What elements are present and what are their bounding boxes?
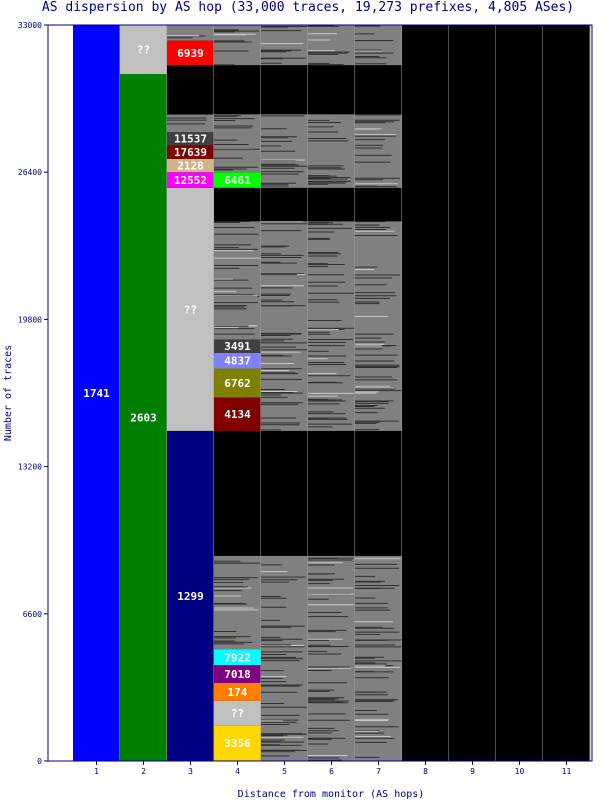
y-tick-label: 13200 (18, 463, 42, 472)
segment-hop5-1 (261, 430, 308, 556)
y-axis-label: Number of traces (3, 345, 14, 441)
segment-hop3-1 (167, 187, 214, 431)
y-tick-label: 26400 (18, 168, 42, 177)
segment-label-hop1-0: 1741 (83, 387, 110, 400)
segment-hop8-1 (402, 430, 449, 556)
segment-label-hop2-0: 2603 (130, 412, 157, 425)
segment-hop4-0 (214, 725, 261, 761)
x-tick-label: 11 (562, 767, 572, 776)
segment-label-hop4-13: 6461 (224, 174, 251, 187)
x-tick-label: 9 (470, 767, 475, 776)
x-tick-label: 8 (423, 767, 428, 776)
x-tick-label: 2 (141, 767, 146, 776)
segment-hop3-7 (167, 65, 214, 115)
segment-label-hop4-3: 7018 (224, 668, 251, 681)
segment-hop4-1 (214, 700, 261, 726)
segment-hop3-0 (167, 430, 214, 761)
segment-hop7-4 (355, 114, 402, 188)
segment-hop3-5 (167, 132, 214, 146)
segment-label-hop3-4: 17639 (174, 146, 207, 159)
segment-label-hop4-2: 174 (228, 686, 248, 699)
y-tick-label: 33000 (18, 21, 42, 30)
segment-hop7-3 (355, 187, 402, 222)
segment-hop7-5 (355, 65, 402, 115)
segment-label-hop3-2: 12552 (174, 174, 207, 187)
y-tick-label: 19800 (18, 315, 42, 324)
segment-hop8-2 (402, 221, 449, 431)
segment-hop6-3 (308, 187, 355, 222)
segment-hop4-15 (214, 65, 261, 115)
axes-frame (47, 24, 593, 762)
segment-hop3-4 (167, 145, 214, 159)
segment-hop8-0 (402, 555, 449, 761)
x-tick-label: 1 (94, 767, 99, 776)
segment-label-hop3-5: 11537 (174, 133, 207, 146)
axes: 0 6600 13200 19800 26400 33000 1 2 3 4 5 6 7 8 9 10 11 (18, 21, 593, 776)
segment-hop6-0 (308, 555, 355, 761)
segment-hop4-13 (214, 172, 261, 188)
segment-hop9-0 (449, 25, 496, 761)
chart-title: AS dispersion by AS hop (33,000 traces, … (42, 0, 574, 15)
segment-hop5-2 (261, 221, 308, 431)
segment-hop4-7 (214, 397, 261, 431)
segment-hop6-4 (308, 114, 355, 188)
y-tick-label: 6600 (23, 610, 42, 619)
segment-hop2-1 (120, 25, 167, 75)
segment-hop5-5 (261, 65, 308, 115)
y-tick-label: 0 (37, 757, 42, 766)
segment-hop4-4 (214, 649, 261, 666)
segment-hop4-3 (214, 665, 261, 683)
x-tick-label: 10 (515, 767, 525, 776)
segment-hop7-2 (355, 221, 402, 431)
segment-hop8-5 (402, 65, 449, 115)
segment-hop8-4 (402, 114, 449, 188)
segment-hop8-3 (402, 187, 449, 222)
x-tick-label: 6 (329, 767, 334, 776)
segment-hop3-3 (167, 158, 214, 173)
segment-hop4-6 (214, 430, 261, 556)
x-tick-label: 5 (282, 767, 287, 776)
segment-hop4-9 (214, 352, 261, 369)
segment-label-hop3-3: 2128 (177, 160, 204, 173)
segment-hop4-2 (214, 682, 261, 701)
segment-hop5-3 (261, 187, 308, 222)
segment-hop10-0 (496, 25, 543, 761)
segment-label-hop3-8: 6939 (177, 47, 204, 60)
segment-hop7-1 (355, 430, 402, 556)
segment-hop4-14 (214, 114, 261, 173)
segment-hop3-6 (167, 114, 214, 133)
segment-hop7-6 (355, 25, 402, 66)
segment-label-hop4-7: 4134 (224, 408, 251, 421)
segment-hop4-5 (214, 555, 261, 650)
segment-hop4-12 (214, 187, 261, 222)
segment-hop8-6 (402, 25, 449, 66)
x-tick-label: 7 (376, 767, 381, 776)
segment-label-hop3-1: ?? (184, 303, 197, 316)
segment-label-hop2-1: ?? (137, 44, 150, 57)
segment-label-hop4-0: 3356 (224, 737, 251, 750)
segment-hop6-1 (308, 430, 355, 556)
segment-hop6-5 (308, 65, 355, 115)
x-tick-label: 4 (235, 767, 240, 776)
segment-hop4-8 (214, 368, 261, 398)
x-axis-label: Distance from monitor (AS hops) (238, 789, 425, 800)
segment-hop3-8 (167, 40, 214, 66)
segment-hop1-0 (73, 25, 120, 761)
segment-label-hop4-10: 3491 (224, 340, 251, 353)
segment-label-hop4-8: 6762 (224, 377, 251, 390)
segment-label-hop4-9: 4837 (224, 355, 251, 368)
segment-label-hop4-1: ?? (231, 707, 244, 720)
segment-hop2-0 (120, 74, 167, 762)
segment-hop3-9 (167, 25, 214, 41)
segment-label-hop3-0: 1299 (177, 590, 204, 603)
segment-hop3-2 (167, 172, 214, 188)
segment-hop6-6 (308, 25, 355, 66)
segment-hop4-10 (214, 339, 261, 353)
segment-label-hop4-4: 7922 (224, 651, 251, 664)
x-tick-label: 3 (188, 767, 193, 776)
segment-hop11-0 (543, 25, 590, 761)
